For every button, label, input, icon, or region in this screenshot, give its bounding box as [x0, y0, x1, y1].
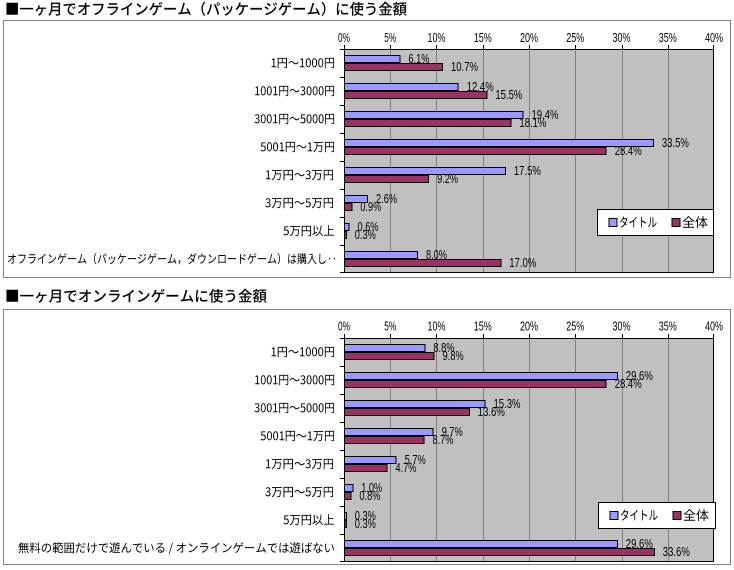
svg-text:15.5%: 15.5%: [495, 88, 522, 102]
svg-text:0.8%: 0.8%: [359, 489, 380, 503]
svg-text:9.2%: 9.2%: [437, 172, 458, 186]
svg-text:0.3%: 0.3%: [355, 509, 376, 523]
svg-text:15%: 15%: [474, 31, 492, 45]
svg-text:17.5%: 17.5%: [514, 164, 541, 178]
svg-text:0.6%: 0.6%: [358, 220, 379, 234]
svg-text:5%: 5%: [384, 31, 396, 45]
svg-text:0.3%: 0.3%: [355, 228, 376, 242]
svg-text:0%: 0%: [338, 320, 350, 334]
svg-text:9.7%: 9.7%: [442, 425, 463, 439]
svg-text:19.4%: 19.4%: [531, 108, 558, 122]
svg-text:25%: 25%: [566, 320, 584, 334]
svg-text:8.8%: 8.8%: [433, 341, 454, 355]
svg-text:10.7%: 10.7%: [451, 60, 478, 74]
svg-text:10%: 10%: [428, 320, 446, 334]
svg-text:35%: 35%: [659, 320, 677, 334]
svg-text:30%: 30%: [613, 320, 631, 334]
svg-text:15.3%: 15.3%: [494, 397, 521, 411]
svg-text:0%: 0%: [338, 31, 350, 45]
svg-text:5%: 5%: [384, 320, 396, 334]
svg-text:29.6%: 29.6%: [626, 537, 653, 551]
svg-text:8.7%: 8.7%: [432, 433, 453, 447]
svg-text:4.7%: 4.7%: [395, 461, 416, 475]
svg-text:10%: 10%: [428, 31, 446, 45]
svg-text:29.6%: 29.6%: [626, 369, 653, 383]
svg-text:20%: 20%: [520, 31, 538, 45]
svg-text:5.7%: 5.7%: [405, 453, 426, 467]
svg-text:12.4%: 12.4%: [467, 80, 494, 94]
svg-text:33.6%: 33.6%: [663, 545, 690, 559]
svg-text:6.1%: 6.1%: [408, 52, 429, 66]
svg-text:0.3%: 0.3%: [355, 517, 376, 531]
svg-text:40%: 40%: [705, 320, 723, 334]
svg-text:15%: 15%: [474, 320, 492, 334]
svg-text:28.4%: 28.4%: [615, 377, 642, 391]
svg-text:20%: 20%: [520, 320, 538, 334]
svg-text:33.5%: 33.5%: [662, 136, 689, 150]
svg-text:0.9%: 0.9%: [360, 200, 381, 214]
svg-text:28.4%: 28.4%: [615, 144, 642, 158]
svg-text:2.6%: 2.6%: [376, 192, 397, 206]
svg-text:8.0%: 8.0%: [426, 248, 447, 262]
svg-text:9.8%: 9.8%: [443, 349, 464, 363]
svg-text:40%: 40%: [705, 31, 723, 45]
svg-text:25%: 25%: [566, 31, 584, 45]
svg-text:30%: 30%: [613, 31, 631, 45]
svg-text:17.0%: 17.0%: [509, 256, 536, 270]
svg-text:1.0%: 1.0%: [361, 481, 382, 495]
svg-text:18.1%: 18.1%: [519, 116, 546, 130]
svg-text:13.6%: 13.6%: [478, 405, 505, 419]
svg-text:35%: 35%: [659, 31, 677, 45]
